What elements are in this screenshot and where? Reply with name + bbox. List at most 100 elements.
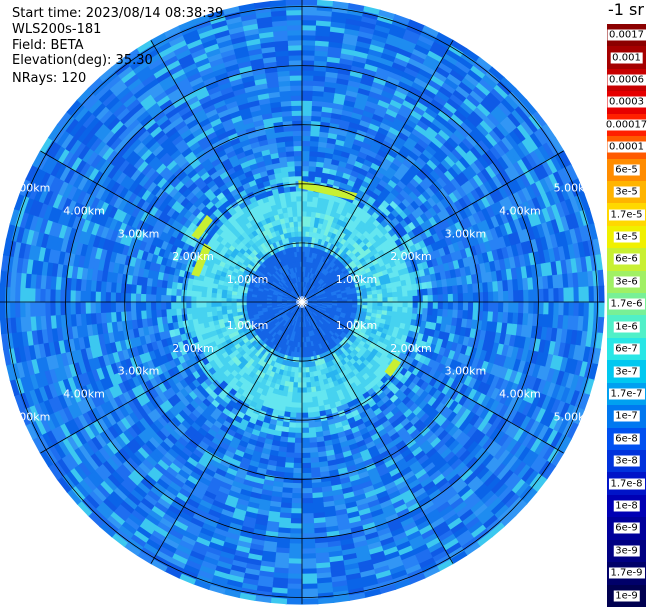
range-gate-cell [278,290,285,294]
range-gate-cell [309,376,315,383]
range-gate-cell [265,317,272,323]
range-gate-cell [307,302,313,304]
range-gate-cell [348,121,361,130]
range-gate-cell [306,276,309,283]
range-gate-cell [160,354,169,364]
range-gate-cell [296,321,299,328]
range-gate-cell [258,314,265,319]
range-gate-cell [184,150,196,162]
range-gate-cell [228,154,239,164]
range-gate-cell [416,170,428,182]
range-gate-cell [309,155,318,162]
range-gate-cell [305,287,308,293]
range-gate-cell [296,287,299,293]
range-gate-cell [333,325,340,331]
range-gate-cell [264,339,271,346]
range-gate-cell [291,300,297,302]
range-gate-cell [253,283,260,289]
range-gate-cell [331,341,338,348]
range-gate-cell [305,271,309,278]
range-gate-cell [342,299,348,303]
range-gate-cell [267,290,274,295]
range-gate-cell [237,314,244,320]
range-gate-cell [190,421,201,432]
range-gate-cell [269,260,276,267]
range-gate-cell [303,306,306,313]
range-gate-cell [152,245,162,256]
range-gate-cell [344,283,351,289]
range-gate-cell [286,370,292,378]
range-gate-cell [274,126,285,133]
range-gate-cell [285,288,291,294]
range-gate-cell [296,311,299,317]
range-gate-cell [188,452,201,464]
range-gate-cell [325,292,332,296]
range-gate-cell [234,124,247,133]
range-gate-cell [327,253,333,260]
range-gate-cell [217,318,225,325]
range-gate-cell [419,412,430,424]
range-gate-cell [153,208,163,220]
range-gate-cell [314,275,319,281]
range-gate-cell [212,278,220,285]
range-gate-cell [160,412,172,424]
range-gate-cell [241,295,247,300]
range-gate-cell [296,347,300,353]
range-gate-cell [162,370,172,381]
range-gate-cell [283,259,288,266]
range-gate-cell [200,157,212,168]
range-gate-cell [188,324,196,333]
range-gate-cell [240,435,250,444]
range-gate-cell [420,275,427,284]
range-gate-cell [306,298,313,301]
range-gate-cell [136,318,143,329]
range-gate-cell [276,304,283,307]
range-gate-cell [304,316,307,323]
range-gate-cell [310,292,316,297]
range-gate-cell [281,332,287,339]
range-gate-cell [241,292,248,297]
range-gate-cell [274,351,280,358]
range-gate-cell [174,381,185,392]
range-gate-cell [297,321,300,328]
range-gate-cell [283,411,291,418]
range-gate-cell [326,307,333,310]
range-gate-cell [293,315,297,322]
range-gate-cell [286,304,293,307]
range-gate-cell [190,290,197,297]
range-gate-cell [140,392,151,405]
range-gate-cell [205,463,218,474]
range-gate-cell [392,326,400,334]
range-gate-cell [304,276,307,283]
range-gate-cell [296,392,303,399]
range-gate-cell [298,362,303,368]
range-gate-cell [238,439,249,449]
range-gate-cell [297,276,300,283]
range-gate-cell [197,414,208,424]
range-gate-cell [286,155,295,162]
range-gate-cell [335,289,342,293]
range-gate-cell [322,250,328,258]
range-gate-cell [202,144,215,155]
range-gate-cell [179,369,189,380]
range-gate-cell [124,234,133,247]
range-gate-cell [183,227,193,237]
range-gate-cell [226,312,234,318]
range-gate-cell [292,304,298,307]
range-gate-cell [287,334,292,341]
range-gate-cell [191,185,202,196]
range-gate-cell [287,279,292,286]
range-gate-cell [295,293,299,299]
range-gate-cell [185,307,192,315]
range-gate-cell [449,389,460,402]
range-gate-cell [291,309,296,315]
range-gate-cell [323,240,329,247]
range-gate-cell [359,146,371,155]
range-gate-cell [301,140,311,147]
range-gate-cell [145,285,152,295]
range-gate-cell [318,326,324,333]
range-gate-cell [298,367,303,374]
range-gate-cell [286,391,293,398]
range-gate-cell [277,451,287,458]
range-gate-cell [344,327,351,333]
